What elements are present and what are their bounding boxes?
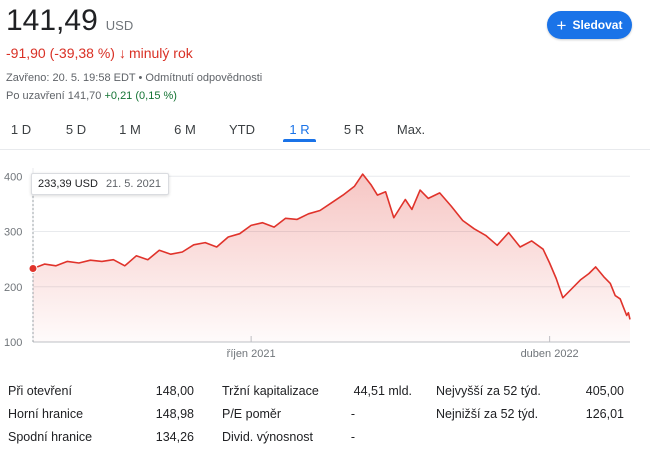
stat-value: 44,51 mld. [353, 384, 412, 398]
stats-row: Horní hranice 148,98 P/E poměr - Nejnižš… [0, 407, 650, 427]
tab-1m[interactable]: 1 M [119, 122, 141, 137]
change-period: minulý rok [128, 45, 193, 61]
after-hours-price: Po uzavření 141,70 [6, 90, 102, 102]
y-tick-label: 300 [4, 227, 22, 239]
after-hours: Po uzavření 141,70 +0,21 (0,15 %) [6, 90, 177, 102]
price-area-fill [33, 174, 630, 342]
x-tick-label: duben 2022 [521, 348, 579, 360]
active-tab-indicator [283, 139, 316, 142]
stat-label: Nejnižší za 52 týd. [436, 407, 539, 421]
tab-1r[interactable]: 1 R [283, 122, 316, 142]
tab-max[interactable]: Max. [396, 122, 426, 137]
stat-value: 134,26 [155, 430, 194, 444]
price-header: 141,49 USD [6, 4, 133, 38]
price-chart[interactable]: 400 300 200 100 říjen 2021 duben 2022 [0, 160, 650, 365]
closed-info: Zavřeno: 20. 5. 19:58 EDT • Odmítnutí od… [6, 72, 262, 84]
tabs-divider [0, 149, 650, 150]
stat-label: Horní hranice [8, 407, 84, 421]
tab-5d[interactable]: 5 D [65, 122, 87, 137]
separator-dot: • [138, 72, 146, 84]
disclaimer-link[interactable]: Odmítnutí odpovědnosti [145, 72, 263, 84]
stat-label: Tržní kapitalizace [222, 384, 319, 398]
follow-label: Sledovat [572, 18, 623, 32]
tooltip-value: 233,39 USD [38, 178, 98, 190]
range-tabs: 1 D 5 D 1 M 6 M YTD 1 R 5 R Max. [0, 122, 650, 146]
price-change: -91,90 (-39,38 %) ↓ minulý rok [6, 45, 193, 61]
stat-label: Nejvyšší za 52 týd. [436, 384, 541, 398]
stat-value: 148,98 [155, 407, 194, 421]
stat-label: P/E poměr [222, 407, 282, 421]
tooltip-marker [28, 264, 38, 274]
current-price: 141,49 [6, 4, 98, 37]
after-hours-change: +0,21 (0,15 %) [104, 90, 177, 102]
stat-label: Spodní hranice [8, 430, 93, 444]
currency-label: USD [105, 18, 134, 33]
stat-value: - [350, 407, 355, 421]
arrow-down-icon: ↓ [118, 45, 126, 61]
tab-5r[interactable]: 5 R [343, 122, 365, 137]
tab-6m[interactable]: 6 M [174, 122, 196, 137]
chart-tooltip: 233,39 USD 21. 5. 2021 [31, 173, 169, 195]
price-line [32, 173, 631, 320]
plus-icon: + [556, 15, 567, 35]
stat-label: Při otevření [8, 384, 72, 398]
stat-value: 405,00 [585, 384, 624, 398]
stat-value: 148,00 [155, 384, 194, 398]
stats-row: Spodní hranice 134,26 Divid. výnosnost - [0, 430, 650, 450]
stat-value: - [350, 430, 355, 444]
follow-button[interactable]: + Sledovat [547, 11, 632, 39]
y-tick-label: 100 [4, 337, 22, 349]
stat-value: 126,01 [585, 407, 624, 421]
closed-time: Zavřeno: 20. 5. 19:58 EDT [6, 72, 136, 84]
y-tick-label: 200 [4, 282, 22, 294]
tooltip-date: 21. 5. 2021 [105, 178, 161, 190]
y-tick-label: 400 [4, 171, 22, 183]
stats-row: Při otevření 148,00 Tržní kapitalizace 4… [0, 384, 650, 404]
tab-1d[interactable]: 1 D [10, 122, 32, 137]
x-tick-label: říjen 2021 [227, 348, 276, 360]
stat-label: Divid. výnosnost [222, 430, 314, 444]
change-value: -91,90 (-39,38 %) [6, 45, 115, 61]
tab-ytd[interactable]: YTD [229, 122, 255, 137]
y-axis-labels: 400 300 200 100 [4, 171, 22, 349]
